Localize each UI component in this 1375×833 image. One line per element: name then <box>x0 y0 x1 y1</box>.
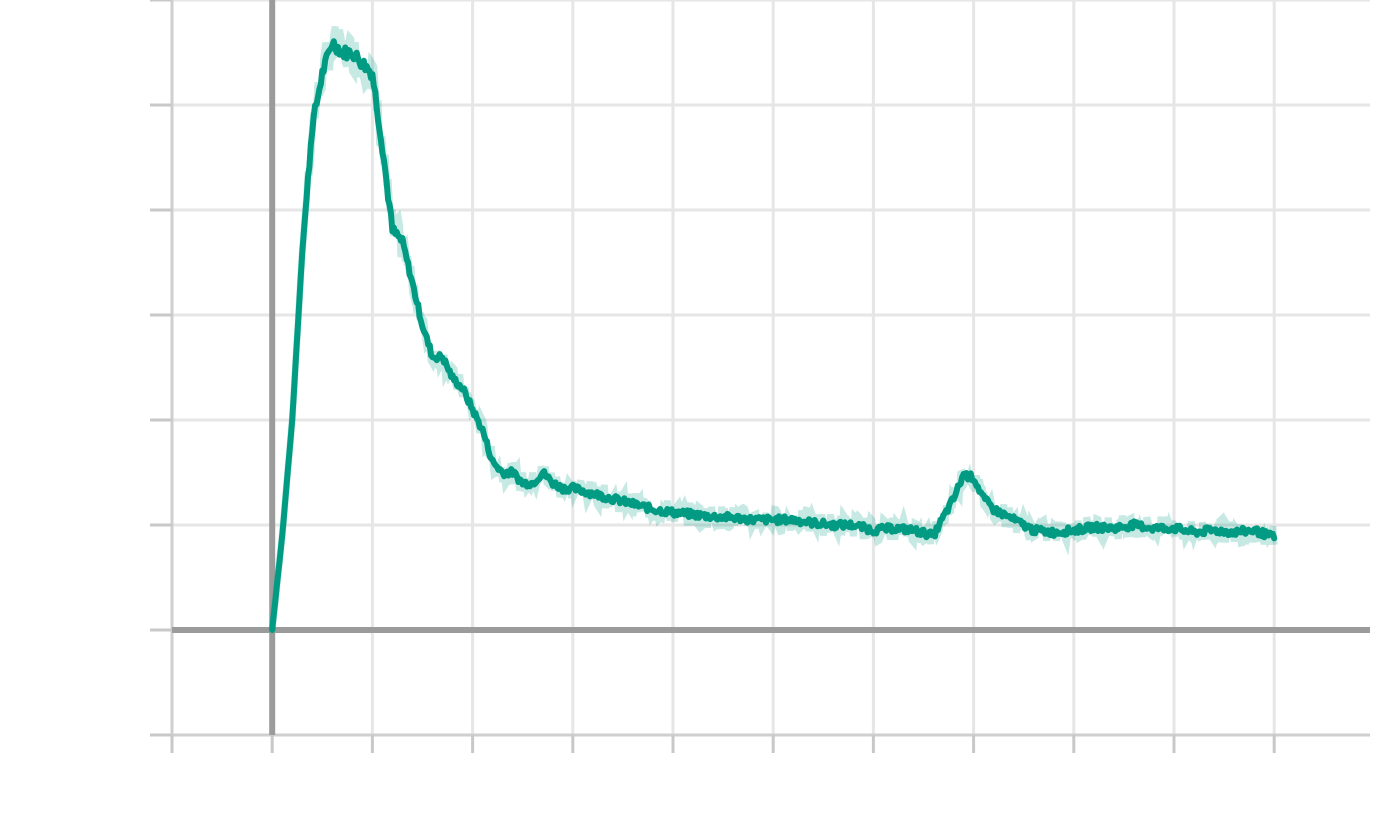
grid <box>172 0 1370 735</box>
axis-ticks <box>150 0 1276 753</box>
zero-axes <box>172 0 1370 735</box>
series-line <box>269 38 1278 633</box>
axis-frame <box>170 0 1370 737</box>
plot-area <box>268 25 1278 633</box>
